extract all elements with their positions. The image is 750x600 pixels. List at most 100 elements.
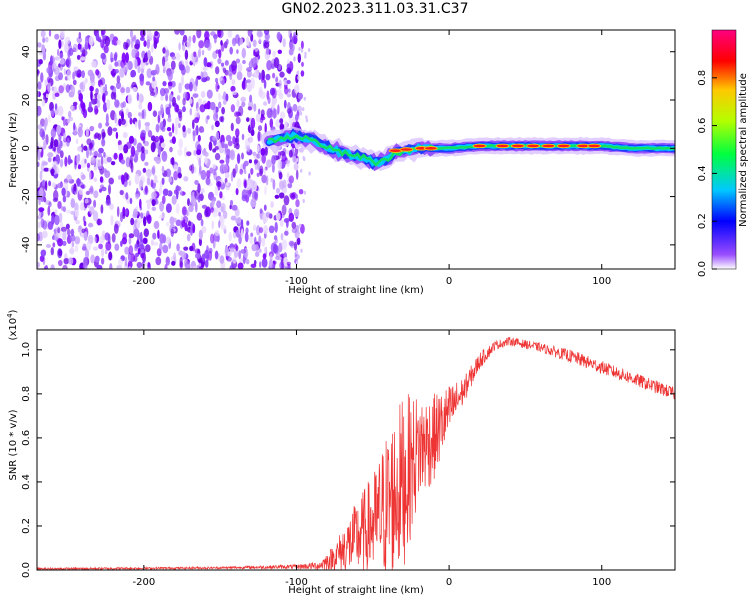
ridge-hotspot — [496, 144, 509, 148]
noise-speck — [205, 76, 210, 81]
ridge-hotspot — [588, 144, 601, 148]
noise-speck — [50, 128, 57, 138]
noise-speck — [258, 227, 264, 234]
noise-speck — [230, 122, 234, 132]
noise-speck — [232, 136, 236, 145]
noise-speck — [45, 36, 49, 43]
noise-speck — [102, 102, 108, 113]
noise-speck — [229, 46, 233, 55]
noise-speck — [48, 201, 52, 208]
noise-speck — [286, 67, 292, 74]
noise-speck — [216, 200, 222, 208]
noise-speck — [240, 219, 244, 229]
noise-speck — [244, 180, 247, 188]
snr-x-label: Height of straight line (km) — [288, 585, 424, 596]
noise-speck — [54, 56, 60, 61]
noise-speck — [114, 112, 117, 124]
noise-speck — [165, 106, 171, 115]
noise-speck — [230, 104, 236, 113]
noise-speck — [240, 249, 247, 254]
noise-speck — [76, 73, 82, 78]
noise-speck — [203, 57, 208, 67]
noise-speck — [82, 243, 87, 251]
noise-speck — [305, 115, 308, 120]
noise-speck — [151, 206, 157, 211]
noise-speck — [272, 243, 278, 254]
noise-speck — [181, 67, 186, 76]
noise-speck — [254, 159, 259, 164]
noise-speck — [168, 176, 172, 183]
x-tick-label: -200 — [132, 276, 155, 287]
noise-speck — [246, 220, 250, 226]
y-tick-label: -20 — [21, 188, 32, 204]
noise-speck — [74, 244, 79, 252]
snr-y-scale: (x104) — [6, 309, 19, 340]
noise-speck — [114, 69, 119, 74]
noise-speck — [127, 93, 133, 105]
noise-speck — [125, 209, 128, 216]
noise-speck — [258, 108, 261, 115]
noise-speck — [208, 250, 213, 261]
noise-speck — [39, 255, 45, 262]
noise-speck — [297, 105, 302, 113]
noise-speck — [37, 161, 40, 167]
noise-speck — [181, 206, 187, 216]
noise-speck — [188, 81, 193, 92]
noise-speck — [154, 135, 160, 143]
noise-speck — [122, 65, 127, 73]
noise-speck — [70, 104, 74, 111]
noise-speck — [144, 161, 149, 166]
noise-speck — [62, 240, 67, 246]
noise-speck — [282, 38, 286, 48]
noise-speck — [44, 180, 48, 192]
noise-speck — [104, 83, 108, 93]
noise-speck — [170, 94, 173, 100]
noise-speck — [257, 131, 261, 142]
noise-speck — [120, 159, 126, 165]
noise-speck — [178, 250, 183, 256]
noise-speck — [153, 179, 159, 184]
noise-speck — [62, 264, 68, 269]
noise-speck — [263, 101, 268, 106]
noise-speck — [147, 101, 153, 112]
noise-speck — [263, 247, 267, 254]
noise-speck — [48, 114, 51, 123]
noise-speck — [125, 86, 131, 94]
noise-speck — [101, 95, 105, 101]
noise-speck — [76, 54, 81, 60]
ridge-hotspot — [473, 144, 486, 148]
noise-speck — [222, 210, 228, 219]
noise-speck — [225, 134, 232, 142]
noise-speck — [78, 31, 82, 39]
noise-speck — [153, 175, 158, 180]
noise-speck — [276, 256, 282, 261]
noise-speck — [271, 100, 275, 111]
noise-speck — [136, 92, 140, 102]
noise-speck — [258, 72, 262, 81]
y-tick-label: 40 — [21, 45, 32, 58]
ridge-hotspot — [389, 149, 402, 152]
noise-speck — [245, 259, 250, 265]
noise-speck — [219, 116, 224, 122]
noise-speck — [224, 144, 229, 154]
noise-speck — [41, 44, 46, 55]
noise-speck — [258, 235, 262, 246]
noise-speck — [184, 59, 189, 66]
colorbar-tick-label: 0.0 — [697, 261, 708, 277]
noise-speck — [65, 223, 70, 230]
colorbar-label: Normalized spectral amplitude — [738, 73, 749, 227]
noise-speck — [188, 205, 194, 213]
noise-speck — [236, 153, 241, 165]
noise-speck — [109, 263, 113, 269]
noise-speck — [127, 111, 132, 119]
noise-speck — [192, 93, 199, 98]
noise-speck — [195, 107, 200, 118]
noise-speck — [210, 31, 216, 36]
noise-speck — [142, 57, 146, 63]
noise-speck — [95, 69, 100, 76]
noise-speck — [270, 201, 274, 208]
noise-speck — [174, 52, 181, 61]
noise-speck — [68, 257, 74, 265]
noise-speck — [145, 81, 151, 86]
colorbar-tick-label: 0.2 — [697, 213, 708, 229]
